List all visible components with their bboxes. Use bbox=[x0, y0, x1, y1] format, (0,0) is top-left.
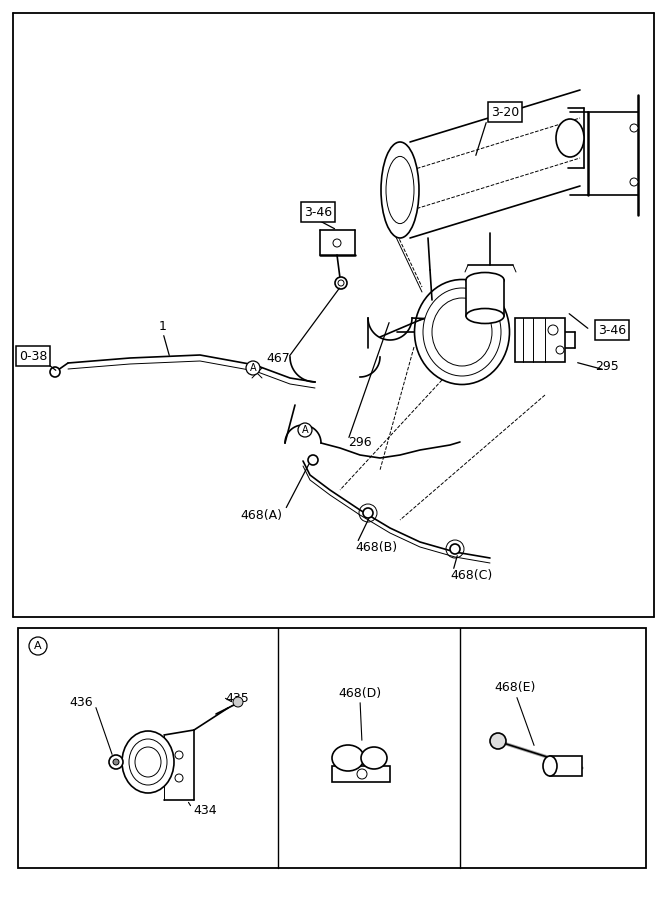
Text: 468(B): 468(B) bbox=[355, 541, 397, 554]
Text: 468(C): 468(C) bbox=[450, 569, 492, 581]
Ellipse shape bbox=[381, 142, 419, 238]
Bar bbox=[515, 318, 565, 362]
Circle shape bbox=[338, 280, 344, 286]
Ellipse shape bbox=[361, 747, 387, 769]
Ellipse shape bbox=[414, 280, 510, 384]
Circle shape bbox=[298, 423, 312, 437]
Ellipse shape bbox=[129, 739, 167, 785]
Circle shape bbox=[630, 124, 638, 132]
Ellipse shape bbox=[466, 309, 504, 323]
Text: A: A bbox=[34, 641, 42, 651]
Ellipse shape bbox=[432, 298, 492, 366]
Circle shape bbox=[363, 508, 373, 518]
Circle shape bbox=[357, 769, 367, 779]
Text: 0-38: 0-38 bbox=[19, 349, 47, 363]
Text: 435: 435 bbox=[225, 691, 249, 705]
Ellipse shape bbox=[543, 756, 557, 776]
Text: A: A bbox=[301, 425, 308, 435]
Text: 1: 1 bbox=[159, 320, 167, 332]
Text: 3-46: 3-46 bbox=[598, 323, 626, 337]
Circle shape bbox=[308, 455, 318, 465]
Ellipse shape bbox=[466, 273, 504, 287]
Circle shape bbox=[333, 239, 341, 247]
Text: 436: 436 bbox=[69, 696, 93, 708]
Ellipse shape bbox=[423, 288, 501, 376]
Text: 295: 295 bbox=[595, 361, 619, 374]
Bar bbox=[550, 756, 582, 776]
Bar bbox=[466, 280, 504, 316]
Text: 296: 296 bbox=[348, 436, 372, 448]
Circle shape bbox=[50, 367, 60, 377]
Bar bbox=[18, 628, 646, 868]
Text: 468(A): 468(A) bbox=[240, 508, 282, 521]
Circle shape bbox=[450, 544, 460, 554]
Text: 468(E): 468(E) bbox=[494, 681, 536, 695]
Circle shape bbox=[233, 697, 243, 707]
Circle shape bbox=[113, 759, 119, 765]
Circle shape bbox=[109, 755, 123, 769]
Ellipse shape bbox=[386, 157, 414, 223]
Circle shape bbox=[630, 178, 638, 186]
Ellipse shape bbox=[135, 747, 161, 777]
Circle shape bbox=[556, 346, 564, 354]
Circle shape bbox=[29, 637, 47, 655]
Circle shape bbox=[175, 774, 183, 782]
Circle shape bbox=[490, 733, 506, 749]
Circle shape bbox=[246, 361, 260, 375]
Circle shape bbox=[548, 325, 558, 335]
Text: 468(D): 468(D) bbox=[338, 687, 382, 699]
Ellipse shape bbox=[122, 731, 174, 793]
Text: A: A bbox=[249, 363, 256, 373]
Ellipse shape bbox=[332, 745, 364, 771]
Circle shape bbox=[175, 751, 183, 759]
Bar bbox=[332, 766, 390, 782]
Text: 434: 434 bbox=[193, 804, 217, 816]
Circle shape bbox=[335, 277, 347, 289]
Text: 3-20: 3-20 bbox=[491, 105, 519, 119]
Text: 3-46: 3-46 bbox=[304, 205, 332, 219]
Text: 467: 467 bbox=[266, 352, 290, 365]
Ellipse shape bbox=[556, 119, 584, 157]
